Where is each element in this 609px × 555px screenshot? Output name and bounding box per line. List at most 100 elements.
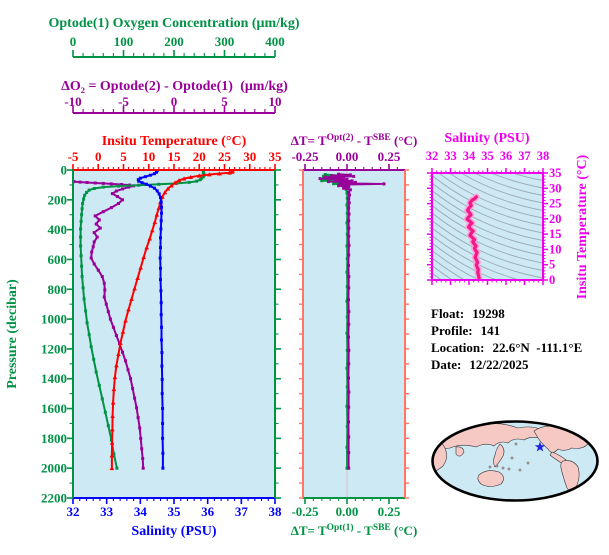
salinity-marker [159, 236, 162, 240]
delta_o2-marker [138, 426, 142, 430]
dt_opt1_minus_sbe-marker [320, 179, 324, 183]
delta-o2-axis-title: ΔO₂ = Optode(2) - Optode(1) [61, 79, 233, 94]
insitu_temperature-marker [112, 374, 118, 380]
isopycnal-contour [448, 173, 543, 211]
delta_o2-marker [141, 457, 145, 460]
salinity-marker [159, 289, 163, 293]
salinity-marker [159, 246, 162, 249]
dt_opt2_minus_sbe-marker [382, 182, 386, 186]
salinity-marker [143, 175, 147, 179]
delta_o2-marker [102, 295, 106, 299]
oxygen-tick-label: 100 [114, 34, 134, 49]
salinity-marker [137, 179, 141, 183]
dt_opt2_minus_sbe-marker [345, 177, 349, 181]
oxygen_optode1-marker [89, 345, 93, 349]
oxygen_optode1-marker [92, 187, 96, 190]
dt_opt1_minus_sbe-marker [345, 244, 349, 248]
salinity-tick-label: 37 [235, 504, 249, 519]
dt_opt2_minus_sbe-marker [347, 435, 351, 439]
isopycnal-contour [460, 173, 543, 204]
insitu_temperature-marker [147, 236, 153, 241]
delta-t-top-title: ΔT= TOpt(2) - TSBE (°C) [291, 132, 418, 148]
dt_opt2_minus_sbe-marker [347, 219, 351, 223]
salinity-tick-label: 34 [134, 504, 148, 519]
dt_opt2_minus_sbe-marker [352, 174, 356, 178]
dt_opt2_minus_sbe-marker [347, 197, 351, 201]
dt_opt1_minus_sbe-marker [345, 203, 349, 207]
dt_opt1_minus_sbe-marker [345, 466, 349, 470]
salinity-tick-label: 38 [269, 504, 283, 519]
oxygen-tick-label: 200 [164, 34, 184, 49]
insitu_temperature-marker [110, 413, 115, 418]
pressure-tick-label: 600 [48, 252, 68, 267]
dt_opt1_minus_sbe-marker [345, 191, 349, 195]
insitu_temperature-marker [154, 212, 160, 217]
ts-temp-tick-label: 5 [549, 258, 555, 272]
insitu_temperature-marker [110, 427, 115, 432]
dt_opt2_minus_sbe-marker [347, 286, 351, 290]
insitu_temperature-marker [132, 286, 137, 291]
ts-temp-tick-label: 25 [549, 197, 562, 211]
location-line: Location: 22.6°N -111.1°E [431, 340, 582, 355]
oxygen_optode1-marker [79, 219, 83, 223]
salinity-marker [161, 451, 165, 455]
salinity-marker [148, 184, 152, 188]
insitu_temperature-marker [227, 170, 232, 175]
dt_opt2_minus_sbe-marker [347, 466, 351, 470]
salinity-axis-title: Salinity (PSU) [131, 524, 217, 539]
oxygen_optode1-marker [79, 235, 83, 239]
dt_opt2_minus_sbe-marker [327, 180, 330, 184]
dt_opt1_minus_sbe-marker [345, 404, 349, 408]
ts-temperature-title: Insitu Temperature (°C) [575, 154, 590, 299]
salinity-marker [159, 196, 162, 200]
insitu_temperature-marker [169, 183, 174, 188]
insitu_temperature-marker [217, 171, 222, 176]
salinity-marker [148, 173, 152, 177]
temp-tick-label: -5 [68, 149, 79, 164]
isopycnal-contour [432, 257, 466, 280]
salinity-marker [160, 205, 163, 209]
delta-o2-tick-label: 5 [221, 94, 228, 109]
oxygen_optode1-marker [85, 321, 89, 325]
isopycnal-contour [473, 173, 543, 196]
dt_opt1_minus_sbe-marker [345, 232, 349, 236]
ts-salinity-tick-label: 36 [500, 149, 513, 163]
delta_o2-marker [101, 210, 105, 214]
delta_o2-marker [98, 226, 102, 230]
delta_o2-marker [110, 192, 114, 196]
salinity-marker [160, 211, 163, 215]
delta_o2-marker [78, 180, 82, 184]
oxygen_optode1-marker [79, 227, 83, 231]
dt-bottom-tick-label: 0.00 [336, 504, 359, 519]
insitu_temperature-marker [138, 265, 143, 270]
insitu_temperature-marker [144, 245, 150, 250]
dt_opt1_minus_sbe-marker [345, 366, 349, 370]
pressure-tick-label: 2000 [41, 461, 67, 476]
world-map [431, 420, 599, 502]
map-island [488, 465, 492, 469]
insitu_temperature-marker [123, 318, 128, 323]
dt_opt1_minus_sbe-marker [332, 182, 336, 186]
pressure-tick-label: 0 [61, 163, 68, 178]
isopycnal-contour [432, 190, 543, 241]
isopycnal-contours [432, 173, 543, 280]
isopycnal-contour [432, 212, 543, 264]
oxygen_optode1-marker [79, 244, 83, 248]
dt_opt2_minus_sbe-marker [347, 376, 350, 380]
date-line: Date: 12/22/2025 [431, 357, 529, 372]
ts-plot-area [432, 173, 543, 280]
oxygen-tick-label: 400 [265, 34, 285, 49]
temp-tick-label: 30 [243, 149, 256, 164]
dt_opt1_minus_sbe-marker [323, 173, 327, 176]
map-island [514, 442, 518, 446]
map-land-southeast-asia [493, 443, 505, 468]
isopycnal-contour [437, 173, 543, 219]
dt_opt2_minus_sbe-marker [347, 253, 351, 257]
insitu_temperature-marker [156, 205, 162, 210]
delta_o2-marker [73, 180, 76, 184]
delta-o2-tick-label: 0 [171, 94, 178, 109]
oxygen_optode1-marker [82, 297, 86, 301]
map-island [507, 467, 511, 471]
isopycnal-contour [510, 173, 543, 181]
